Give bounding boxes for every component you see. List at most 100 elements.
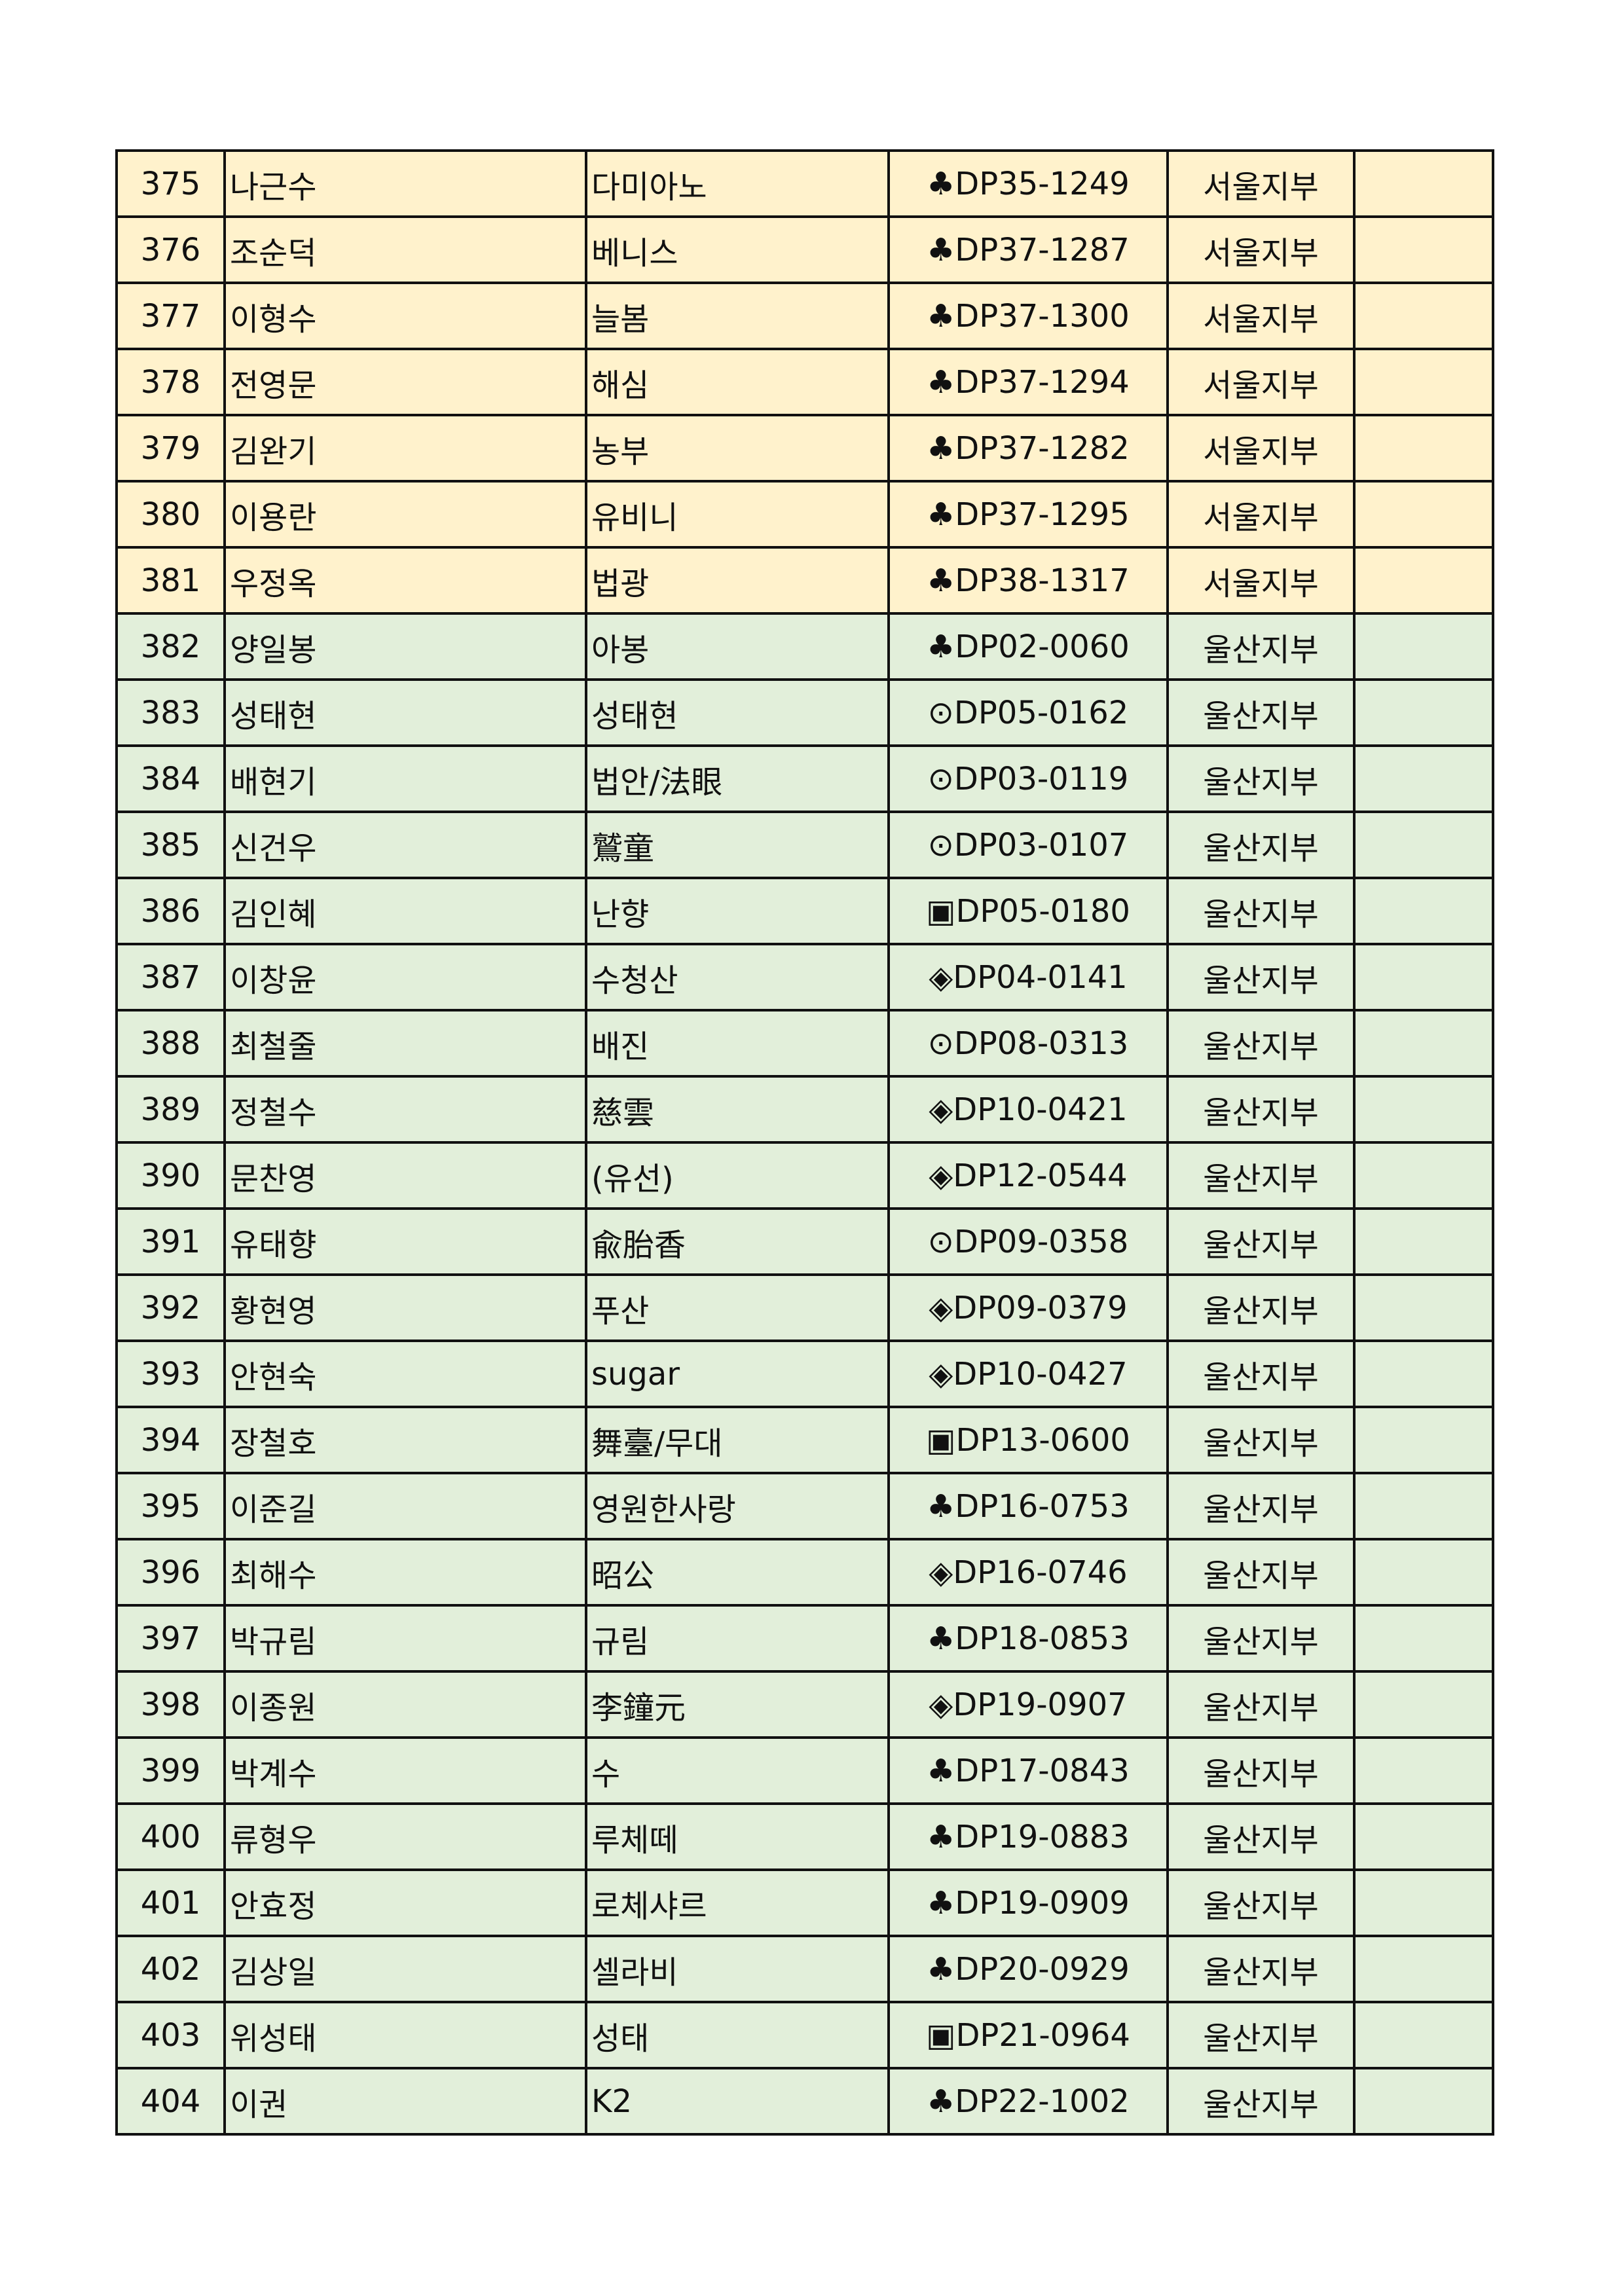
branch-cell: 울산지부 (1166, 943, 1356, 1011)
branch-cell: 울산지부 (1166, 1009, 1356, 1078)
note-cell (1353, 877, 1494, 945)
table-row: 403 위성태 성태 ▣DP21-0964 울산지부 (115, 2001, 1494, 2069)
code-cell: ♣DP16-0753 (887, 1472, 1169, 1540)
code-cell: ♣DP17-0843 (887, 1736, 1169, 1805)
note-cell (1353, 678, 1494, 747)
branch-cell: 서울지부 (1166, 414, 1356, 483)
name-cell: 이종원 (223, 1670, 587, 1739)
branch-cell: 울산지부 (1166, 1670, 1356, 1739)
branch-cell: 울산지부 (1166, 1406, 1356, 1474)
code-cell: ◈DP12-0544 (887, 1141, 1169, 1210)
no-cell: 400 (115, 1802, 226, 1871)
member-table: 375 나근수 다미아노 ♣DP35-1249 서울지부 376 조순덕 베니스 ♣DP37-1… (115, 149, 1494, 2136)
name-cell: 전영문 (223, 348, 587, 416)
note-cell (1353, 1009, 1494, 1078)
nickname-cell: 성태 (585, 2001, 890, 2069)
branch-cell: 서울지부 (1166, 348, 1356, 416)
code-cell: ♣DP18-0853 (887, 1604, 1169, 1673)
table-row: 390 문찬영 (유선) ◈DP12-0544 울산지부 (115, 1141, 1494, 1210)
name-cell: 양일봉 (223, 612, 587, 681)
note-cell (1353, 1538, 1494, 1607)
code-cell: ▣DP21-0964 (887, 2001, 1169, 2069)
note-cell (1353, 811, 1494, 879)
name-cell: 성태현 (223, 678, 587, 747)
no-cell: 396 (115, 1538, 226, 1607)
code-cell: ♣DP35-1249 (887, 149, 1169, 218)
name-cell: 문찬영 (223, 1141, 587, 1210)
name-cell: 정철수 (223, 1075, 587, 1144)
no-cell: 388 (115, 1009, 226, 1078)
nickname-cell: 수 (585, 1736, 890, 1805)
code-cell: ◈DP10-0421 (887, 1075, 1169, 1144)
code-cell: ◈DP04-0141 (887, 943, 1169, 1011)
nickname-cell: 법광 (585, 546, 890, 615)
table-row: 382 양일봉 아봉 ♣DP02-0060 울산지부 (115, 612, 1494, 681)
nickname-cell: 셀라비 (585, 1935, 890, 2003)
name-cell: 박규림 (223, 1604, 587, 1673)
table-row: 388 최철줄 배진 ⊙DP08-0313 울산지부 (115, 1009, 1494, 1078)
table-row: 391 유태향 兪胎香 ⊙DP09-0358 울산지부 (115, 1207, 1494, 1276)
code-cell: ♣DP19-0883 (887, 1802, 1169, 1871)
nickname-cell: K2 (585, 2067, 890, 2136)
note-cell (1353, 1802, 1494, 1871)
name-cell: 김인혜 (223, 877, 587, 945)
table-row: 383 성태현 성태현 ⊙DP05-0162 울산지부 (115, 678, 1494, 747)
nickname-cell: 루체떼 (585, 1802, 890, 1871)
no-cell: 377 (115, 282, 226, 350)
branch-cell: 울산지부 (1166, 1075, 1356, 1144)
table-row: 398 이종원 李鐘元 ◈DP19-0907 울산지부 (115, 1670, 1494, 1739)
no-cell: 379 (115, 414, 226, 483)
branch-cell: 서울지부 (1166, 546, 1356, 615)
branch-cell: 서울지부 (1166, 215, 1356, 284)
note-cell (1353, 1604, 1494, 1673)
note-cell (1353, 348, 1494, 416)
table-row: 402 김상일 셀라비 ♣DP20-0929 울산지부 (115, 1935, 1494, 2003)
name-cell: 안현숙 (223, 1339, 587, 1408)
note-cell (1353, 943, 1494, 1011)
note-cell (1353, 1670, 1494, 1739)
note-cell (1353, 215, 1494, 284)
table-row: 404 이권 K2 ♣DP22-1002 울산지부 (115, 2067, 1494, 2136)
no-cell: 392 (115, 1273, 226, 1342)
note-cell (1353, 282, 1494, 350)
nickname-cell: 昭公 (585, 1538, 890, 1607)
table-row: 379 김완기 농부 ♣DP37-1282 서울지부 (115, 414, 1494, 483)
branch-cell: 울산지부 (1166, 811, 1356, 879)
no-cell: 380 (115, 480, 226, 549)
note-cell (1353, 1736, 1494, 1805)
name-cell: 배현기 (223, 744, 587, 813)
nickname-cell: 영원한사랑 (585, 1472, 890, 1540)
table-row: 387 이창윤 수청산 ◈DP04-0141 울산지부 (115, 943, 1494, 1011)
branch-cell: 울산지부 (1166, 1141, 1356, 1210)
branch-cell: 울산지부 (1166, 1207, 1356, 1276)
nickname-cell: 법안/法眼 (585, 744, 890, 813)
note-cell (1353, 2067, 1494, 2136)
branch-cell: 울산지부 (1166, 1868, 1356, 1937)
nickname-cell: 늘봄 (585, 282, 890, 350)
table-row: 380 이용란 유비니 ♣DP37-1295 서울지부 (115, 480, 1494, 549)
code-cell: ▣DP13-0600 (887, 1406, 1169, 1474)
table-row: 397 박규림 규림 ♣DP18-0853 울산지부 (115, 1604, 1494, 1673)
table-row: 399 박계수 수 ♣DP17-0843 울산지부 (115, 1736, 1494, 1805)
nickname-cell: 慈雲 (585, 1075, 890, 1144)
nickname-cell: 베니스 (585, 215, 890, 284)
note-cell (1353, 1868, 1494, 1937)
note-cell (1353, 744, 1494, 813)
table-row: 392 황현영 푸산 ◈DP09-0379 울산지부 (115, 1273, 1494, 1342)
name-cell: 이창윤 (223, 943, 587, 1011)
branch-cell: 울산지부 (1166, 2067, 1356, 2136)
code-cell: ⊙DP09-0358 (887, 1207, 1169, 1276)
table-row: 386 김인혜 난향 ▣DP05-0180 울산지부 (115, 877, 1494, 945)
no-cell: 386 (115, 877, 226, 945)
code-cell: ▣DP05-0180 (887, 877, 1169, 945)
name-cell: 이준길 (223, 1472, 587, 1540)
code-cell: ♣DP22-1002 (887, 2067, 1169, 2136)
code-cell: ⊙DP03-0107 (887, 811, 1169, 879)
branch-cell: 울산지부 (1166, 744, 1356, 813)
name-cell: 신건우 (223, 811, 587, 879)
name-cell: 유태향 (223, 1207, 587, 1276)
table-row: 377 이형수 늘봄 ♣DP37-1300 서울지부 (115, 282, 1494, 350)
nickname-cell: 아봉 (585, 612, 890, 681)
code-cell: ♣DP37-1295 (887, 480, 1169, 549)
code-cell: ◈DP19-0907 (887, 1670, 1169, 1739)
